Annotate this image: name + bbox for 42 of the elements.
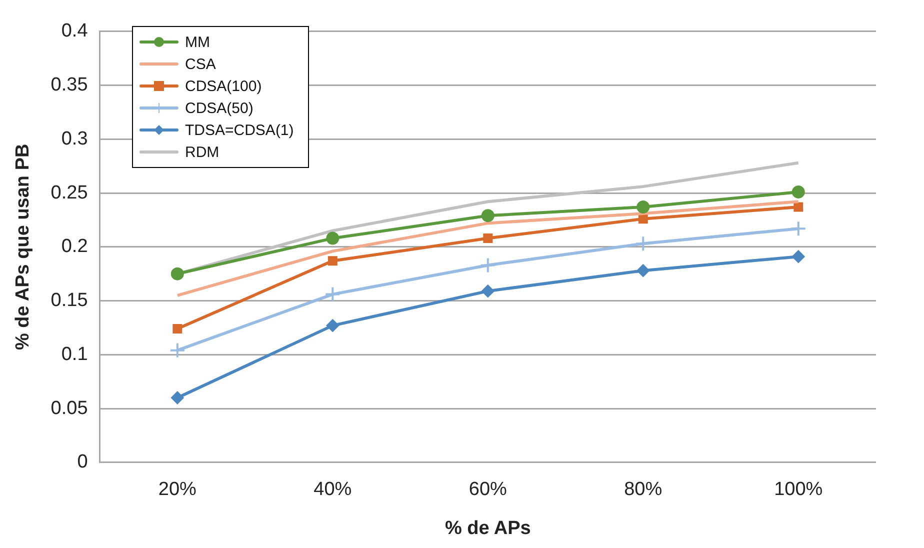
y-axis-title: % de APs que usan PB [12,144,34,350]
point [328,256,338,266]
x-tick-label: 20% [158,479,197,500]
x-tick-label: 40% [314,479,352,500]
point [794,202,804,212]
x-tick-label: 100% [774,479,823,500]
y-tick-label: 0.2 [61,236,88,258]
point [483,234,493,244]
x-tick-label: 60% [468,479,508,500]
y-tick-label: 0.3 [61,128,88,150]
point [170,391,184,404]
legend-label: CDSA(100) [185,78,262,94]
y-tick-label: 0.05 [50,398,88,419]
point [635,236,652,252]
y-tick-label: 0 [77,452,88,473]
point [792,250,805,264]
y-tick-label: 0.15 [50,290,88,312]
point [636,264,650,278]
point [790,220,806,237]
x-axis-title: % de APs [444,518,531,539]
point [480,257,496,274]
y-tick-label: 0.25 [50,182,88,204]
point [326,319,340,332]
y-tick-label: 0.4 [61,20,88,42]
point [792,185,805,198]
legend-label: RDM [185,144,220,160]
y-tick-label: 0.1 [61,344,88,365]
point [170,267,184,280]
point [481,284,494,298]
point [169,342,186,358]
point [324,286,341,302]
legend-label: MM [185,34,210,50]
point [326,232,340,245]
point [638,214,648,224]
y-tick-label: 0.35 [50,74,88,96]
legend-label: CSA [185,56,216,72]
point [481,209,494,222]
legend-label: CDSA(50) [185,100,254,116]
x-tick-label: 80% [624,479,662,500]
point [636,200,650,214]
point [172,324,182,334]
legend-label: TDSA=CDSA(1) [185,122,294,138]
